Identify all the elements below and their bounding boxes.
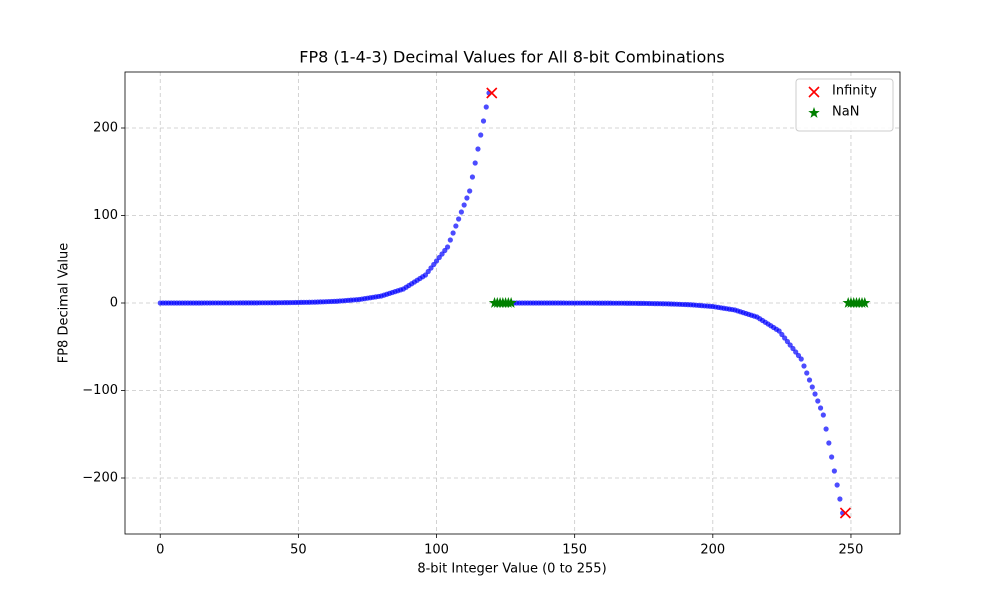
y-tick-label: −100	[82, 383, 118, 398]
data-point	[469, 174, 476, 180]
data-point	[820, 412, 826, 418]
data-point	[467, 188, 473, 194]
data-point	[450, 230, 456, 236]
data-point	[790, 345, 796, 352]
data-point	[447, 237, 453, 243]
y-tick-label: 200	[93, 121, 118, 136]
x-tick-label: 50	[290, 543, 307, 558]
data-point	[779, 331, 785, 338]
y-tick-label: 100	[93, 208, 118, 223]
legend-label: NaN	[832, 105, 859, 120]
data-point	[823, 426, 829, 432]
data-point	[458, 209, 464, 215]
y-axis-label: FP8 Decimal Value	[57, 243, 72, 364]
x-tick-label: 150	[562, 543, 587, 558]
x-tick-label: 0	[156, 543, 164, 558]
legend-box	[795, 78, 894, 132]
data-point	[480, 118, 487, 124]
data-point	[815, 398, 821, 404]
data-point	[795, 352, 802, 359]
data-point	[486, 87, 498, 99]
data-point	[837, 496, 843, 502]
data-point	[782, 335, 788, 341]
x-marker	[808, 86, 820, 98]
data-point	[839, 507, 851, 519]
data-point	[433, 258, 440, 264]
data-point	[776, 328, 782, 334]
legend-marker	[808, 86, 820, 98]
data-point	[505, 297, 517, 308]
x-tick-label: 250	[839, 543, 864, 558]
data-point	[425, 268, 431, 275]
data-point	[784, 338, 791, 345]
data-point	[442, 247, 448, 254]
data-point	[428, 265, 434, 271]
data-point	[817, 405, 824, 411]
x-tick-label: 200	[700, 543, 725, 558]
data-point	[859, 297, 871, 308]
data-point	[826, 440, 832, 446]
data-point	[464, 195, 470, 201]
data-point	[834, 482, 840, 488]
chart-title: FP8 (1-4-3) Decimal Values for All 8-bit…	[299, 48, 724, 67]
data-point	[483, 104, 489, 110]
data-point	[461, 202, 467, 208]
data-point	[453, 223, 459, 229]
legend-marker	[808, 107, 820, 118]
data-point	[431, 261, 437, 268]
legend-label: Infinity	[832, 84, 877, 99]
y-tick-label: 0	[110, 296, 118, 311]
data-point	[801, 363, 807, 369]
data-point	[798, 356, 804, 362]
data-point	[804, 370, 810, 376]
x-tick-label: 100	[424, 543, 449, 558]
data-point	[793, 349, 799, 355]
data-point	[472, 160, 478, 166]
x-marker	[486, 87, 498, 99]
legend: Infinity NaN	[795, 78, 894, 132]
data-point	[831, 468, 837, 474]
data-point	[436, 254, 442, 261]
data-point	[812, 391, 818, 397]
data-point	[456, 216, 462, 222]
data-point	[444, 244, 451, 250]
data-point	[806, 377, 813, 383]
x-marker	[839, 507, 851, 519]
x-axis-label: 8-bit Integer Value (0 to 255)	[417, 562, 606, 577]
plot-frame	[124, 71, 901, 535]
data-point	[809, 384, 815, 390]
data-point	[787, 342, 793, 348]
data-point	[478, 132, 484, 138]
y-tick-label: −200	[82, 471, 118, 486]
data-point	[475, 146, 481, 152]
data-point	[439, 251, 445, 257]
data-point	[422, 272, 429, 278]
data-point	[829, 454, 835, 460]
